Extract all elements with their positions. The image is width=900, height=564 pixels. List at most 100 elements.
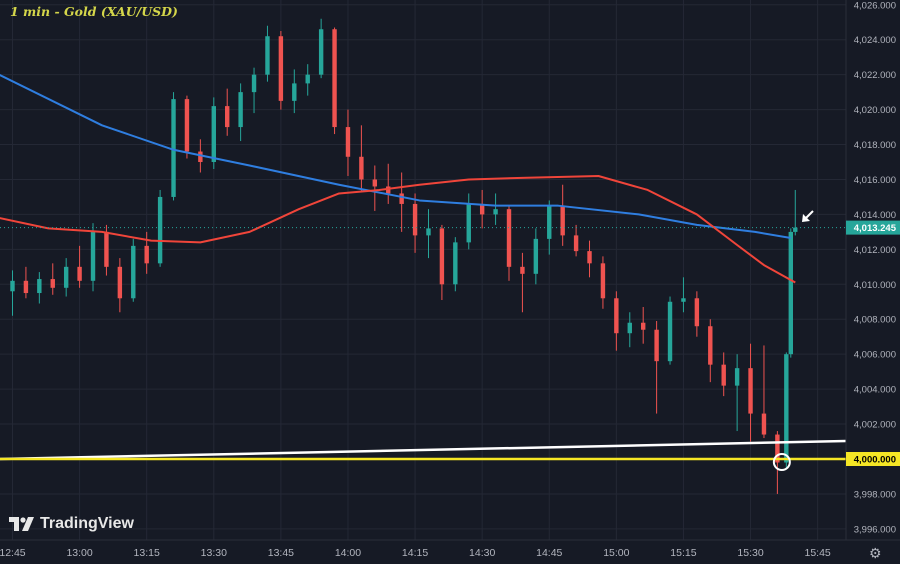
time-tick-label: 15:15 [670,547,696,559]
candle [600,256,606,309]
candle [305,64,310,96]
candle-body [198,151,203,163]
tradingview-logo: TradingView [9,515,134,533]
candle [533,228,539,285]
moving-average-blue [0,73,791,239]
candle [278,30,284,110]
time-tick-label: 13:30 [201,547,227,559]
candle [332,27,337,135]
candle [63,258,69,297]
candle [265,25,270,82]
indicator-lines [0,73,847,471]
time-tick-label: 12:45 [0,547,26,559]
price-tick-label: 4,008.000 [854,315,896,326]
last-price-tag: 4,013.245 [854,223,897,234]
time-tick-label: 13:15 [134,547,160,559]
candle [399,172,404,232]
candle [386,163,391,204]
candle [784,352,789,470]
candle-body [77,266,82,281]
candle-body [533,238,539,274]
candle [479,189,485,229]
candle-body [748,368,753,414]
candle [292,69,297,114]
candle-body [211,106,216,163]
support-price-tag: 4,000.000 [854,455,896,466]
candle-body [721,364,726,386]
candle-body [453,242,458,285]
price-axis[interactable]: 4,026.000 4,024.000 4,022.000 4,020.000 4,01… [846,0,900,535]
candle-body [506,209,512,267]
price-tick-label: 4,022.000 [854,70,896,81]
candle-body [694,298,700,327]
candle [748,343,753,442]
candle [372,165,378,211]
candle-body [157,196,163,264]
candle [640,307,646,344]
candle-body [399,193,404,204]
candle-body [265,36,270,75]
price-tick-label: 4,006.000 [854,350,896,361]
time-tick-label: 14:15 [402,547,428,559]
candle [90,223,96,292]
candle-body [372,179,378,187]
candle-body [520,266,525,274]
price-tick-label: 4,026.000 [854,0,896,11]
candle-body [784,354,789,463]
candle [23,266,29,299]
candle-body [23,280,29,294]
candle-body [600,263,606,299]
moving-average-red [0,174,796,284]
gear-icon[interactable]: ⚙ [869,545,882,561]
candle-body [734,368,740,386]
trendline [0,439,847,461]
candle-body [788,231,794,355]
candle-body [359,156,364,180]
candle-body [278,36,284,101]
candle-body [292,83,297,101]
candle [184,95,190,159]
candle-body [386,186,391,194]
candle-body [238,92,243,128]
price-tick-label: 3,996.000 [854,524,896,535]
candle [439,224,445,301]
time-tick-label: 15:00 [603,547,629,559]
candle-body [587,251,592,264]
candle [10,270,15,316]
candle-body [439,228,445,285]
candle-body [493,209,498,215]
chart-title: 1 min - Gold (XAU/USD) [10,4,178,19]
time-axis[interactable]: 12:45 13:00 13:15 13:30 13:45 14:00 14:15 14:30… [0,547,831,559]
time-tick-label: 13:00 [66,547,92,559]
candle [614,291,619,351]
candle-body [10,280,15,292]
candle [667,296,673,365]
price-tick-label: 4,010.000 [854,280,896,291]
candle [412,193,418,253]
candle [627,312,632,348]
candle-body [50,279,55,288]
candle-body [171,99,176,197]
candle [50,263,55,295]
price-tick-label: 4,024.000 [854,35,896,46]
candle [171,92,176,201]
candle-body [560,205,565,236]
candle-body [614,298,619,334]
candle-body [251,74,257,93]
candle [560,184,565,246]
price-tick-label: 4,012.000 [854,245,896,256]
price-tick-label: 4,004.000 [854,385,896,396]
candle [775,431,780,494]
candle-body [775,434,780,463]
candle [708,319,713,383]
candle-body [63,266,69,288]
candle-body [318,29,324,75]
candle [144,231,149,274]
candle [573,224,579,257]
time-tick-label: 15:30 [737,547,763,559]
candle [37,272,42,304]
candle-body [654,329,659,362]
candles [10,18,798,494]
candle [466,193,471,250]
